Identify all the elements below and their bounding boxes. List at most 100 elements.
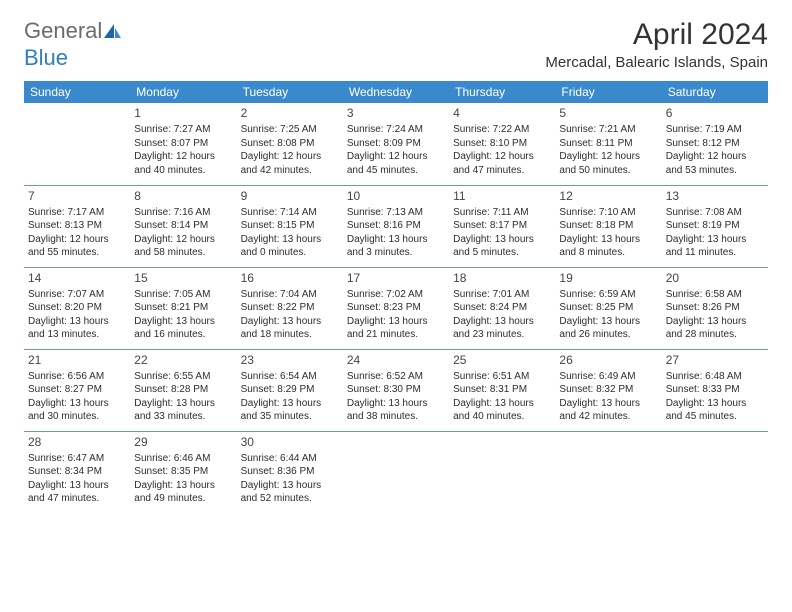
daylight-text: and 11 minutes.: [666, 246, 764, 260]
daylight-text: Daylight: 12 hours: [241, 150, 339, 164]
day-number: 3: [347, 105, 445, 121]
calendar-day-cell: [343, 431, 449, 513]
daylight-text: Daylight: 13 hours: [28, 479, 126, 493]
sunrise-text: Sunrise: 6:51 AM: [453, 370, 551, 384]
daylight-text: and 53 minutes.: [666, 164, 764, 178]
day-number: 13: [666, 188, 764, 204]
daylight-text: Daylight: 12 hours: [347, 150, 445, 164]
sunrise-text: Sunrise: 7:02 AM: [347, 288, 445, 302]
sunset-text: Sunset: 8:07 PM: [134, 137, 232, 151]
page-title: April 2024: [545, 18, 768, 52]
day-number: 4: [453, 105, 551, 121]
sunrise-text: Sunrise: 7:22 AM: [453, 123, 551, 137]
daylight-text: and 33 minutes.: [134, 410, 232, 424]
sunset-text: Sunset: 8:36 PM: [241, 465, 339, 479]
calendar-day-cell: 22Sunrise: 6:55 AMSunset: 8:28 PMDayligh…: [130, 349, 236, 431]
sunrise-text: Sunrise: 7:05 AM: [134, 288, 232, 302]
daylight-text: Daylight: 13 hours: [559, 315, 657, 329]
calendar-table: Sunday Monday Tuesday Wednesday Thursday…: [24, 81, 768, 513]
daylight-text: and 47 minutes.: [453, 164, 551, 178]
location-label: Mercadal, Balearic Islands, Spain: [545, 54, 768, 71]
day-number: 30: [241, 434, 339, 450]
day-number: 8: [134, 188, 232, 204]
day-number: 11: [453, 188, 551, 204]
sunrise-text: Sunrise: 6:54 AM: [241, 370, 339, 384]
sunset-text: Sunset: 8:20 PM: [28, 301, 126, 315]
weekday-header: Monday: [130, 81, 236, 103]
daylight-text: and 28 minutes.: [666, 328, 764, 342]
calendar-day-cell: 9Sunrise: 7:14 AMSunset: 8:15 PMDaylight…: [237, 185, 343, 267]
daylight-text: and 52 minutes.: [241, 492, 339, 506]
logo-blue: Blue: [24, 45, 68, 70]
daylight-text: Daylight: 13 hours: [241, 397, 339, 411]
calendar-week-row: 28Sunrise: 6:47 AMSunset: 8:34 PMDayligh…: [24, 431, 768, 513]
sunrise-text: Sunrise: 7:11 AM: [453, 206, 551, 220]
calendar-week-row: 21Sunrise: 6:56 AMSunset: 8:27 PMDayligh…: [24, 349, 768, 431]
calendar-day-cell: 17Sunrise: 7:02 AMSunset: 8:23 PMDayligh…: [343, 267, 449, 349]
daylight-text: and 42 minutes.: [241, 164, 339, 178]
weekday-header-row: Sunday Monday Tuesday Wednesday Thursday…: [24, 81, 768, 103]
calendar-day-cell: 29Sunrise: 6:46 AMSunset: 8:35 PMDayligh…: [130, 431, 236, 513]
calendar-day-cell: 3 Sunrise: 7:24 AMSunset: 8:09 PMDaylight…: [343, 103, 449, 185]
sunrise-text: Sunrise: 7:13 AM: [347, 206, 445, 220]
day-number: 9: [241, 188, 339, 204]
day-number: 23: [241, 352, 339, 368]
daylight-text: and 35 minutes.: [241, 410, 339, 424]
calendar-day-cell: 4Sunrise: 7:22 AMSunset: 8:10 PMDaylight…: [449, 103, 555, 185]
calendar-day-cell: 6Sunrise: 7:19 AMSunset: 8:12 PMDaylight…: [662, 103, 768, 185]
weekday-header: Wednesday: [343, 81, 449, 103]
daylight-text: and 26 minutes.: [559, 328, 657, 342]
daylight-text: and 45 minutes.: [666, 410, 764, 424]
calendar-day-cell: 18Sunrise: 7:01 AMSunset: 8:24 PMDayligh…: [449, 267, 555, 349]
sunset-text: Sunset: 8:31 PM: [453, 383, 551, 397]
sunrise-text: Sunrise: 7:24 AM: [347, 123, 445, 137]
calendar-day-cell: 13Sunrise: 7:08 AMSunset: 8:19 PMDayligh…: [662, 185, 768, 267]
daylight-text: and 23 minutes.: [453, 328, 551, 342]
sunset-text: Sunset: 8:17 PM: [453, 219, 551, 233]
sunrise-text: Sunrise: 6:47 AM: [28, 452, 126, 466]
day-number: 16: [241, 270, 339, 286]
daylight-text: and 50 minutes.: [559, 164, 657, 178]
sunset-text: Sunset: 8:10 PM: [453, 137, 551, 151]
sunset-text: Sunset: 8:29 PM: [241, 383, 339, 397]
sunset-text: Sunset: 8:30 PM: [347, 383, 445, 397]
sunset-text: Sunset: 8:25 PM: [559, 301, 657, 315]
daylight-text: Daylight: 12 hours: [666, 150, 764, 164]
weekday-header: Friday: [555, 81, 661, 103]
daylight-text: Daylight: 13 hours: [347, 397, 445, 411]
daylight-text: and 45 minutes.: [347, 164, 445, 178]
calendar-week-row: 14Sunrise: 7:07 AMSunset: 8:20 PMDayligh…: [24, 267, 768, 349]
calendar-day-cell: 11Sunrise: 7:11 AMSunset: 8:17 PMDayligh…: [449, 185, 555, 267]
day-number: 10: [347, 188, 445, 204]
calendar-day-cell: 21Sunrise: 6:56 AMSunset: 8:27 PMDayligh…: [24, 349, 130, 431]
daylight-text: Daylight: 13 hours: [134, 315, 232, 329]
calendar-day-cell: 2Sunrise: 7:25 AMSunset: 8:08 PMDaylight…: [237, 103, 343, 185]
sunrise-text: Sunrise: 7:27 AM: [134, 123, 232, 137]
sunrise-text: Sunrise: 7:14 AM: [241, 206, 339, 220]
calendar-day-cell: 7Sunrise: 7:17 AMSunset: 8:13 PMDaylight…: [24, 185, 130, 267]
calendar-day-cell: 15Sunrise: 7:05 AMSunset: 8:21 PMDayligh…: [130, 267, 236, 349]
daylight-text: Daylight: 13 hours: [559, 233, 657, 247]
sunrise-text: Sunrise: 6:55 AM: [134, 370, 232, 384]
sunrise-text: Sunrise: 7:08 AM: [666, 206, 764, 220]
day-number: 22: [134, 352, 232, 368]
day-number: 27: [666, 352, 764, 368]
calendar-day-cell: 20Sunrise: 6:58 AMSunset: 8:26 PMDayligh…: [662, 267, 768, 349]
calendar-day-cell: 12Sunrise: 7:10 AMSunset: 8:18 PMDayligh…: [555, 185, 661, 267]
sunset-text: Sunset: 8:35 PM: [134, 465, 232, 479]
day-number: 1: [134, 105, 232, 121]
sunset-text: Sunset: 8:12 PM: [666, 137, 764, 151]
calendar-day-cell: 5Sunrise: 7:21 AMSunset: 8:11 PMDaylight…: [555, 103, 661, 185]
day-number: 2: [241, 105, 339, 121]
daylight-text: and 5 minutes.: [453, 246, 551, 260]
sunset-text: Sunset: 8:09 PM: [347, 137, 445, 151]
day-number: 17: [347, 270, 445, 286]
calendar-day-cell: 14Sunrise: 7:07 AMSunset: 8:20 PMDayligh…: [24, 267, 130, 349]
sunset-text: Sunset: 8:32 PM: [559, 383, 657, 397]
daylight-text: Daylight: 13 hours: [453, 315, 551, 329]
sunset-text: Sunset: 8:21 PM: [134, 301, 232, 315]
sunrise-text: Sunrise: 6:48 AM: [666, 370, 764, 384]
calendar-day-cell: 25Sunrise: 6:51 AMSunset: 8:31 PMDayligh…: [449, 349, 555, 431]
sunrise-text: Sunrise: 7:25 AM: [241, 123, 339, 137]
title-block: April 2024 Mercadal, Balearic Islands, S…: [545, 18, 768, 71]
